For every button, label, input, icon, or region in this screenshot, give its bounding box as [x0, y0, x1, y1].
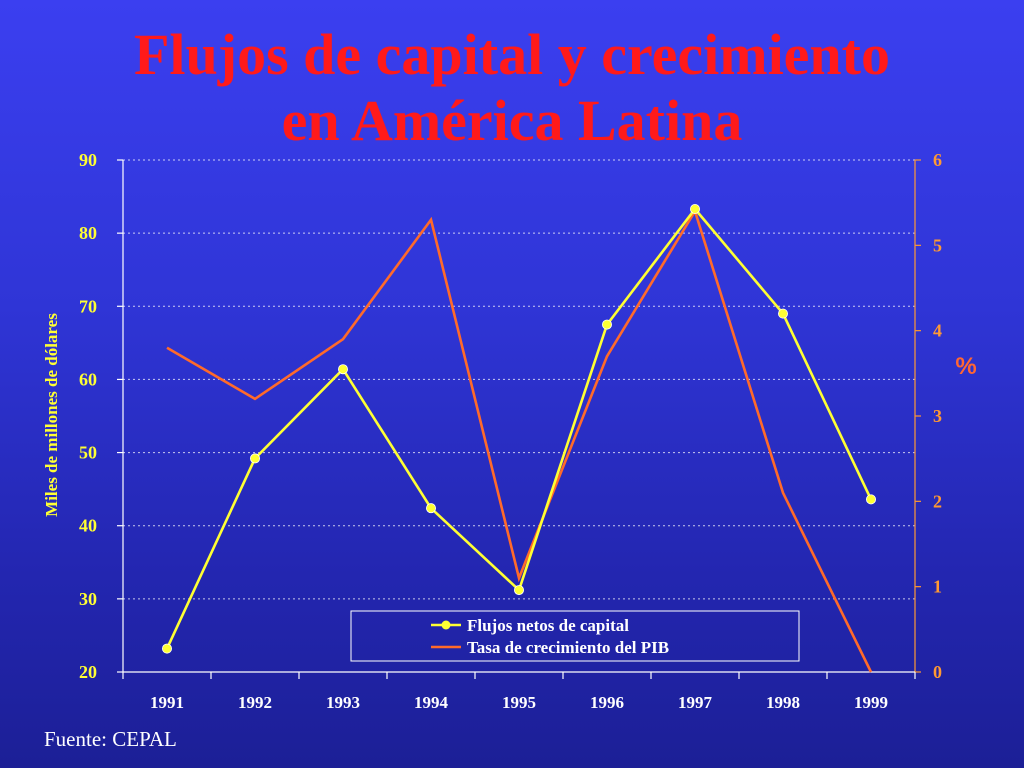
x-tick-label-1994: 1994 — [414, 693, 449, 712]
right-axis: 0 1 2 3 4 5 6 — [914, 150, 942, 682]
series-line-gdp — [166, 208, 873, 673]
data-point-capital-1998 — [778, 308, 789, 319]
right-tick-label-2: 2 — [933, 491, 942, 511]
y-axis-left-label: Miles de millones de dólares — [42, 313, 61, 517]
y-axis-right-label: % — [955, 353, 976, 380]
x-tick-label-1997: 1997 — [678, 693, 713, 712]
legend-label-capital: Flujos netos de capital — [467, 616, 629, 635]
left-tick-label-50: 50 — [79, 443, 97, 463]
x-tick-label-1996: 1996 — [590, 693, 624, 712]
data-point-capital-1992 — [249, 453, 260, 464]
right-tick-label-0: 0 — [933, 662, 942, 682]
right-tick-label-3: 3 — [933, 406, 942, 426]
left-tick-label-70: 70 — [79, 296, 97, 316]
series-line-capital — [165, 206, 873, 650]
x-tick-label-1991: 1991 — [150, 693, 184, 712]
chart-title: Flujos de capital y crecimiento en Améri… — [0, 22, 1024, 154]
data-point-capital-1997 — [690, 204, 701, 215]
left-tick-label-60: 60 — [79, 369, 97, 389]
right-tick-label-4: 4 — [933, 321, 942, 341]
x-tick-label-1993: 1993 — [326, 693, 360, 712]
left-tick-label-80: 80 — [79, 223, 97, 243]
chart-title-line-1: Flujos de capital y crecimiento — [133, 22, 890, 87]
legend-label-gdp: Tasa de crecimiento del PIB — [467, 638, 669, 657]
data-point-capital-1991 — [161, 643, 172, 654]
data-point-capital-1999 — [866, 494, 877, 505]
left-tick-label-30: 30 — [79, 589, 97, 609]
gridlines — [123, 159, 915, 600]
left-axis: 20 30 40 50 60 70 80 90 — [79, 150, 124, 682]
right-tick-label-5: 5 — [933, 235, 942, 255]
left-tick-label-90: 90 — [79, 150, 97, 170]
right-tick-label-1: 1 — [933, 577, 942, 597]
x-axis: 1991 1992 1993 1994 1995 1996 1997 1998 1999 — [122, 671, 916, 712]
data-point-capital-1996 — [602, 319, 613, 330]
legend-box — [350, 610, 800, 662]
x-tick-label-1999: 1999 — [854, 693, 888, 712]
series-lines — [161, 204, 877, 673]
x-tick-label-1998: 1998 — [766, 693, 800, 712]
data-point-capital-1994 — [425, 503, 436, 514]
right-tick-label-6: 6 — [933, 150, 942, 170]
source-note: Fuente: CEPAL — [44, 727, 177, 751]
left-tick-label-40: 40 — [79, 516, 97, 536]
data-point-capital-1993 — [337, 364, 348, 375]
x-tick-label-1995: 1995 — [502, 693, 536, 712]
legend: Flujos netos de capital Tasa de crecimie… — [350, 610, 800, 662]
x-tick-label-1992: 1992 — [238, 693, 272, 712]
left-tick-label-20: 20 — [79, 662, 97, 682]
data-point-capital-1995 — [514, 585, 525, 596]
chart-title-line-2: en América Latina — [281, 88, 743, 153]
legend-marker-capital — [441, 620, 451, 630]
